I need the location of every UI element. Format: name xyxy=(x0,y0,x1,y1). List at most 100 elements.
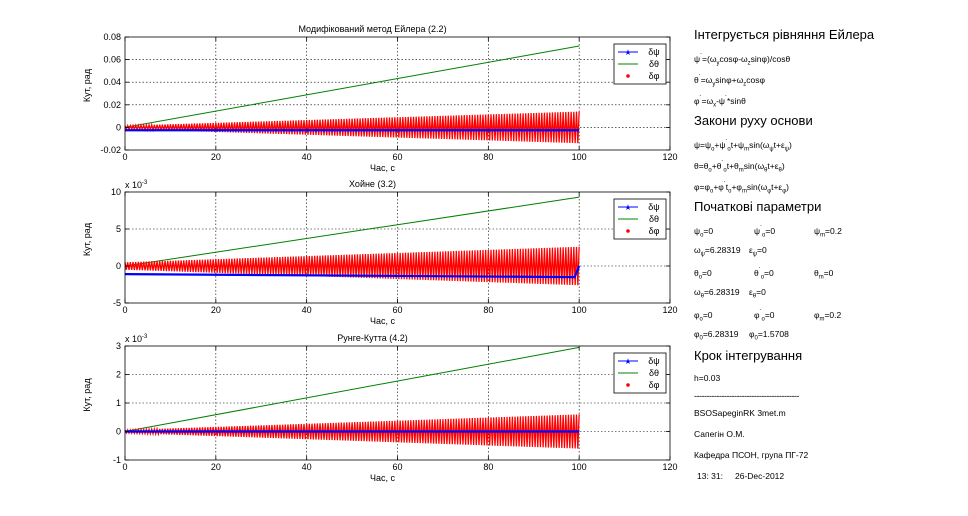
x-tick-label: 0 xyxy=(122,152,127,162)
x-tick-label: 60 xyxy=(392,152,402,162)
y-tick-label: 5 xyxy=(116,224,121,234)
chart-title: Рунге-Кутта (4.2) xyxy=(337,333,407,343)
params-omega-theta: ωθ=6.28319 εθ=0 xyxy=(694,287,766,300)
axis-ticks xyxy=(124,191,671,304)
legend-item: δφ xyxy=(626,71,660,81)
params-psi: ψo=0 ψ´o=0 ψm=0.2 xyxy=(694,225,842,239)
legend-item: δθ xyxy=(618,59,659,69)
y-tick-label: 0 xyxy=(116,427,121,437)
legend-star-marker: ★ xyxy=(624,48,631,57)
series-line xyxy=(124,196,580,267)
euler-equations-heading: Інтегрується рівняння Ейлера xyxy=(694,27,875,42)
x-tick-label: 40 xyxy=(302,305,312,315)
time-text: 13: 31: xyxy=(697,471,723,481)
legend-label: δθ xyxy=(649,59,659,69)
axis-exponent-label: x 10-3 xyxy=(125,180,148,190)
law-psi: ψ=ψo+ψ´ot+ψmsin(ωψt+εψ) xyxy=(694,139,792,153)
params-phi: φo=0 φ´o=0 φm=0.2 xyxy=(694,309,842,323)
legend-star-marker: ★ xyxy=(624,357,631,366)
legend-box xyxy=(613,43,667,85)
separator-line: ----------------------------------------… xyxy=(694,391,799,401)
equation-theta: θ´=ωysinφ+ωzcosφ xyxy=(694,74,765,88)
y-tick-label: 0.02 xyxy=(103,100,121,110)
legend-dot-marker xyxy=(626,383,630,387)
y-tick-label: 0.08 xyxy=(103,32,121,42)
y-tick-label: -0.02 xyxy=(100,145,121,155)
legend-label: δψ xyxy=(648,356,659,366)
series-star-line xyxy=(124,265,581,279)
y-axis-label: Кут, рад xyxy=(82,378,92,412)
step-heading: Крок інтегрування xyxy=(694,348,803,363)
legend-item: ★ δψ xyxy=(618,202,660,212)
y-tick-label: -5 xyxy=(113,298,121,308)
legend-star-marker: ★ xyxy=(624,203,631,212)
y-tick-label: 0.06 xyxy=(103,55,121,65)
x-tick-label: 80 xyxy=(483,462,493,472)
base-motion-heading: Закони руху основи xyxy=(694,113,813,128)
series-line xyxy=(124,45,580,128)
y-axis-label: Кут, рад xyxy=(82,222,92,256)
date-text: 26-Dec-2012 xyxy=(735,471,785,481)
x-tick-label: 120 xyxy=(662,462,677,472)
x-tick-label: 60 xyxy=(392,462,402,472)
series-oscillation xyxy=(124,111,580,144)
axis-exponent-power: -3 xyxy=(142,334,148,340)
x-axis-label: Час, с xyxy=(370,163,396,173)
y-tick-label: 0.04 xyxy=(103,77,121,87)
side-panel: Інтегрується рівняння Ейлера ψ´=(ωycosφ-… xyxy=(694,26,964,487)
x-tick-label: 60 xyxy=(392,305,402,315)
legend-label: δθ xyxy=(649,214,659,224)
chart-title: Хойне (3.2) xyxy=(349,179,396,189)
legend-label: δφ xyxy=(649,71,660,81)
chart-title: Модифікований метод Ейлера (2.2) xyxy=(298,24,446,34)
x-tick-label: 80 xyxy=(483,152,493,162)
legend: ★ δψ δθ δφ xyxy=(613,198,667,240)
x-tick-label: 20 xyxy=(211,152,221,162)
x-tick-label: 20 xyxy=(211,305,221,315)
y-tick-label: -1 xyxy=(113,455,121,465)
axis-exponent-power: -3 xyxy=(142,180,148,186)
axis-ticks xyxy=(124,36,671,151)
y-tick-label: 10 xyxy=(111,187,121,197)
grid-lines xyxy=(125,346,670,460)
params-omega-psi: ωψ=6.28319 εψ=0 xyxy=(694,245,767,258)
initial-params-heading: Початкові параметри xyxy=(694,199,822,214)
params-omega-phi: φ0=6.28319 φ0=1.5708 xyxy=(694,329,789,342)
x-tick-label: 80 xyxy=(483,305,493,315)
chart-panel-1: 0 20 40 60 80 100 120-0.0200.020.040.060.08Мод… xyxy=(82,24,678,173)
x-tick-label: 120 xyxy=(662,152,677,162)
law-phi: φ=φo+φ´to+φmsin(ωφt+εφ) xyxy=(694,181,789,195)
x-tick-label: 0 xyxy=(122,462,127,472)
legend-label: δθ xyxy=(649,368,659,378)
equation-psi: ψ´=(ωycosφ-ωzsinφ)/cosθ xyxy=(694,53,791,67)
legend-dot-marker xyxy=(626,74,630,78)
legend-label: δψ xyxy=(648,47,659,57)
x-tick-label: 40 xyxy=(302,462,312,472)
axis-exponent-base: x 10 xyxy=(125,180,142,190)
legend-item: δθ xyxy=(618,214,659,224)
legend-item: δφ xyxy=(626,226,660,236)
legend-label: δψ xyxy=(648,202,659,212)
x-tick-label: 120 xyxy=(662,305,677,315)
series-line xyxy=(124,346,580,432)
plot-area xyxy=(125,192,670,303)
y-axis-label: Кут, рад xyxy=(82,68,92,102)
x-tick-label: 40 xyxy=(302,152,312,162)
legend-item: ★ δψ xyxy=(618,356,660,366)
axis-exponent-base: x 10 xyxy=(125,334,142,344)
equation-phi: φ´=ωx-ψ´*sinθ xyxy=(694,95,746,109)
timestamp: 13: 31: 26-Dec-2012 xyxy=(694,466,964,487)
legend-item: δθ xyxy=(618,368,659,378)
legend-dot-marker xyxy=(626,229,630,233)
step-value: h=0.03 xyxy=(694,373,721,383)
y-tick-label: 0 xyxy=(116,122,121,132)
x-axis-label: Час, с xyxy=(370,473,396,483)
legend-label: δφ xyxy=(649,380,660,390)
axis-exponent-label: x 10-3 xyxy=(125,334,148,344)
legend: ★ δψ δθ δφ xyxy=(613,352,667,394)
x-tick-label: 100 xyxy=(572,152,587,162)
law-theta: θ=θo+θ´ot+θmsin(ωθt+εθ) xyxy=(694,160,785,174)
